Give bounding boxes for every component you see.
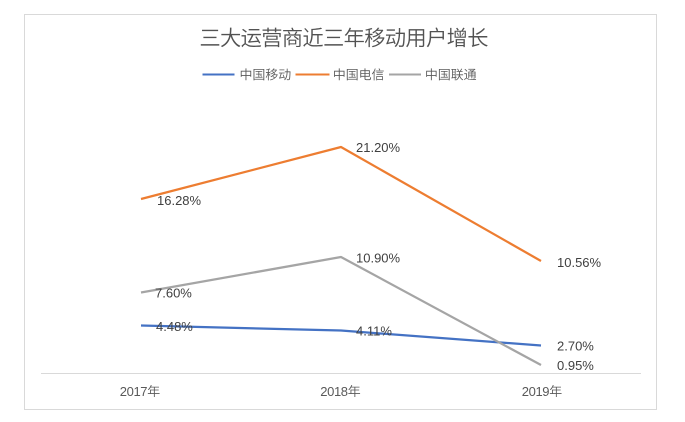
svg-text:10.56%: 10.56% [557, 255, 602, 270]
svg-text:2.70%: 2.70% [557, 339, 594, 354]
svg-text:4.11%: 4.11% [356, 324, 392, 339]
svg-text:4.48%: 4.48% [156, 319, 193, 334]
svg-text:10.90%: 10.90% [356, 251, 401, 266]
svg-text:0.95%: 0.95% [557, 358, 594, 373]
svg-text:2018: 2018 [320, 384, 347, 399]
svg-text:16.28%: 16.28% [157, 193, 202, 208]
svg-text:21.20%: 21.20% [356, 140, 401, 155]
svg-text:2019: 2019 [522, 384, 549, 399]
svg-text:7.60%: 7.60% [155, 286, 192, 301]
svg-text:2017: 2017 [120, 384, 147, 399]
